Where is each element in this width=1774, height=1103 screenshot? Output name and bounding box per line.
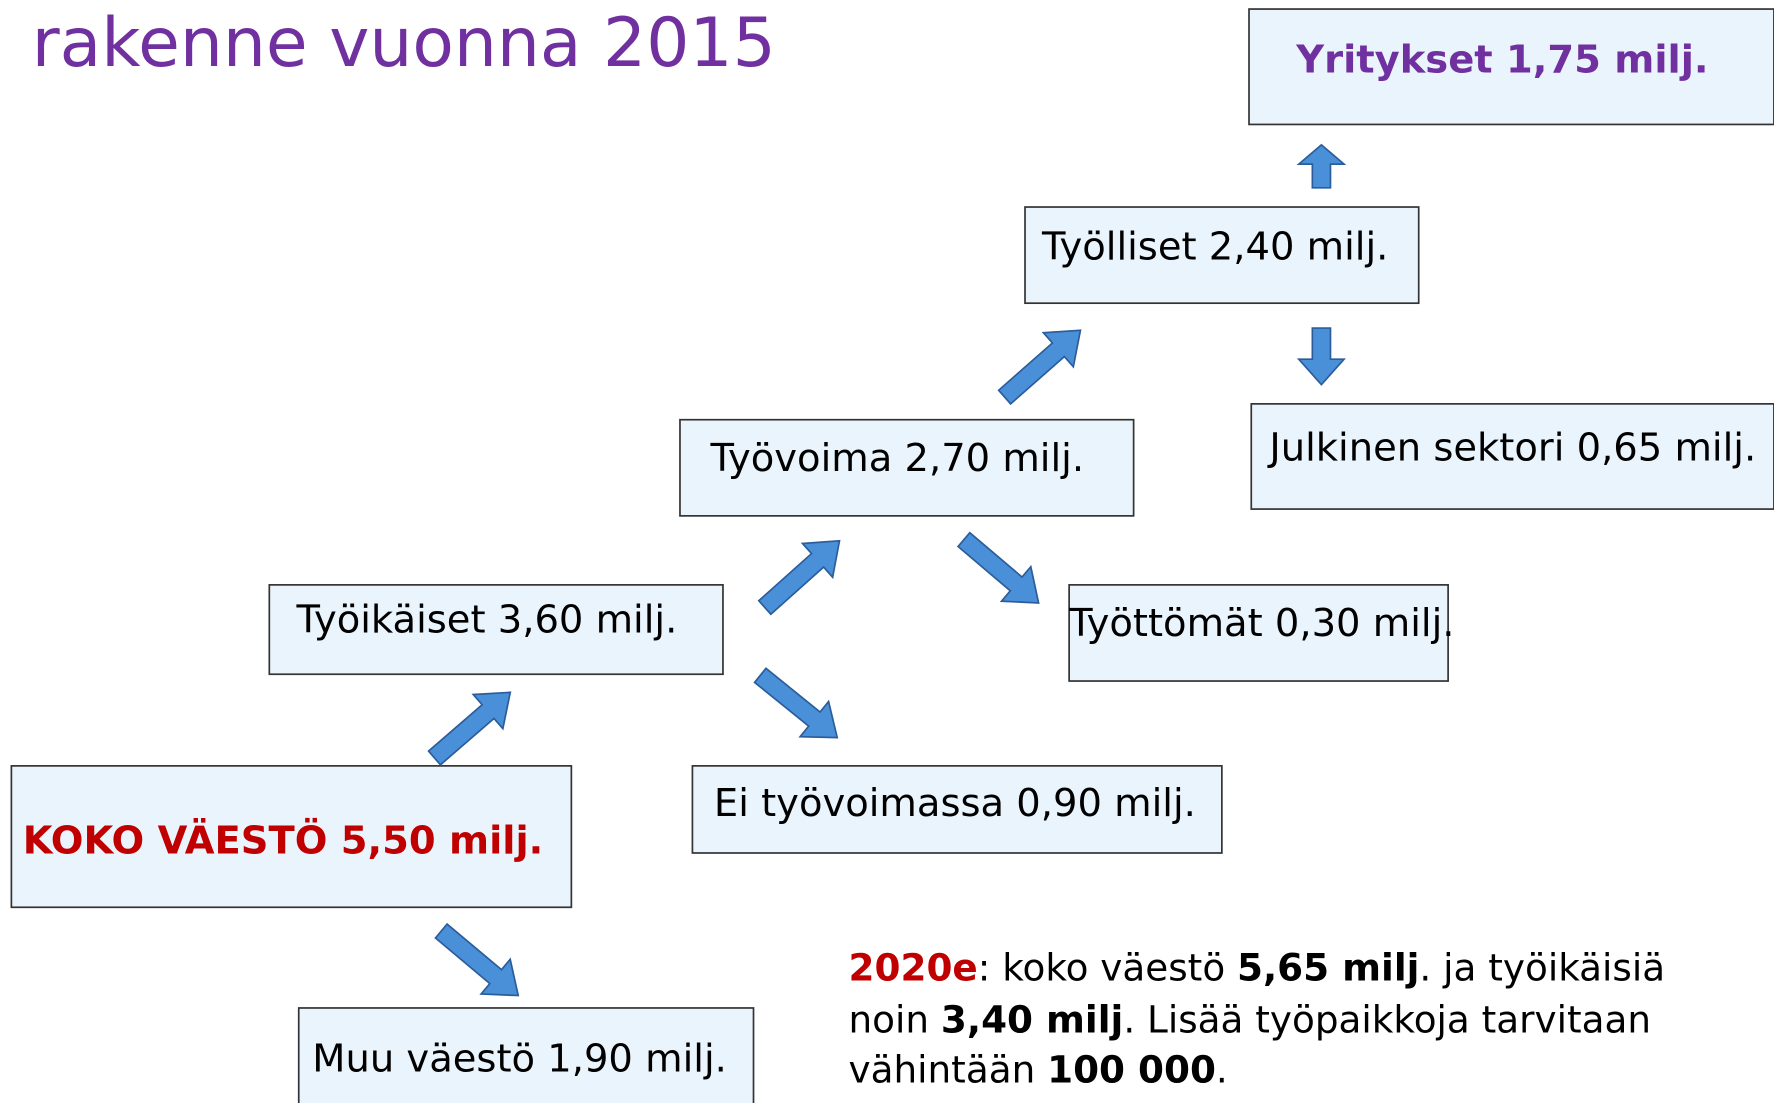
node-box — [691, 765, 1223, 854]
node-label: KOKO VÄESTÖ 5,50 milj. — [23, 816, 544, 863]
arrow — [753, 667, 839, 739]
note-text: . ja työikäisiä — [1419, 945, 1665, 989]
node-box — [679, 418, 1135, 517]
note-line: vähintään 100 000. — [849, 1047, 1228, 1091]
node-label: Ei työvoimassa 0,90 milj. — [714, 781, 1196, 826]
note-text: . Lisää työpaikkoja tarvitaan — [1123, 997, 1651, 1041]
note-text: . — [1216, 1047, 1228, 1091]
note-text: 100 000 — [1047, 1047, 1216, 1091]
node-label: Työvoima 2,70 milj. — [710, 436, 1085, 481]
node-label: Työttömät 0,30 milj. — [1068, 601, 1454, 646]
note-text: 5,65 milj — [1237, 945, 1419, 989]
note-text: noin — [849, 997, 941, 1041]
note-text: 2020e — [849, 945, 978, 989]
note-text: : koko väestö — [978, 945, 1237, 989]
node-label: Julkinen sektori 0,65 milj. — [1267, 426, 1756, 471]
arrow — [1296, 327, 1346, 386]
node-label: Yritykset 1,75 milj. — [1295, 38, 1708, 83]
arrow — [434, 922, 520, 997]
arrow — [427, 691, 512, 766]
node-box — [1250, 403, 1774, 510]
title: rakenne vuonna 2015 — [32, 4, 776, 83]
node-label: Työikäiset 3,60 milj. — [295, 598, 677, 643]
node-box — [1024, 206, 1420, 305]
node-label: Työlliset 2,40 milj. — [1041, 224, 1388, 269]
note-text: 3,40 milj — [941, 997, 1123, 1041]
node-label: Muu väestö 1,90 milj. — [312, 1037, 727, 1082]
node-box — [268, 584, 724, 676]
note-text: vähintään — [849, 1047, 1048, 1091]
arrow — [997, 329, 1082, 406]
arrow — [757, 539, 841, 616]
arrow — [1296, 143, 1347, 189]
node-box — [1068, 584, 1449, 682]
node-box — [10, 765, 573, 909]
note-line: 2020e: koko väestö 5,65 milj. ja työikäi… — [849, 945, 1666, 989]
node-box — [297, 1007, 755, 1103]
node-box — [1248, 8, 1774, 126]
arrow — [956, 531, 1040, 604]
note-line: noin 3,40 milj. Lisää työpaikkoja tarvit… — [849, 997, 1651, 1041]
